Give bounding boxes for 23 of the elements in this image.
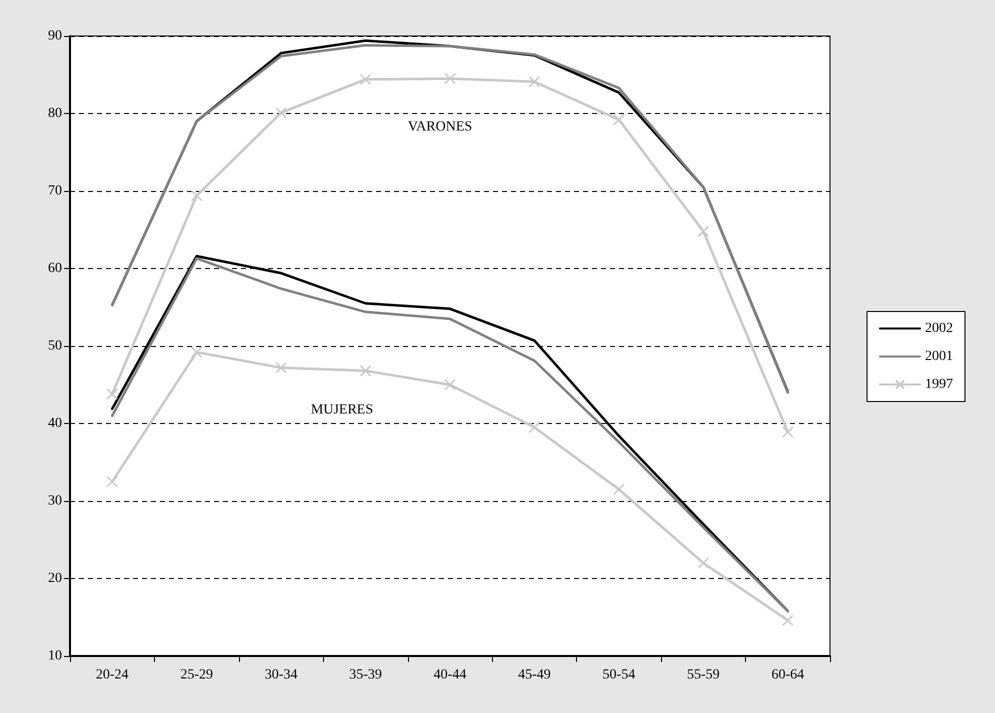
y-tick-label: 50 [48,338,62,354]
annotation: VARONES [408,120,472,134]
legend-label: 1997 [925,377,953,392]
y-tick-label: 30 [48,494,62,508]
x-tick-label: 60-64 [771,668,804,682]
legend-label: 2001 [925,349,953,364]
y-tick-label: 80 [48,106,62,121]
legend-label: 2002 [925,321,953,336]
y-tick-label: 90 [48,28,62,44]
y-tick-label: 70 [48,184,62,198]
x-tick-label: 25-29 [180,668,214,682]
y-tick-label: 10 [48,648,62,664]
y-tick-label: 20 [48,571,62,586]
x-tick-label: 55-59 [686,668,720,682]
annotation: MUJERES [310,402,374,418]
x-tick-label: 20-24 [96,668,129,682]
x-tick-label: 45-49 [518,668,551,682]
x-tick-label: 40-44 [434,668,466,682]
x-tick-label: 30-34 [264,668,298,682]
x-tick-label: 35-39 [349,668,382,682]
y-tick-label: 40 [48,416,62,431]
y-tick-label: 60 [48,261,62,276]
x-tick-label: 50-54 [602,668,636,682]
